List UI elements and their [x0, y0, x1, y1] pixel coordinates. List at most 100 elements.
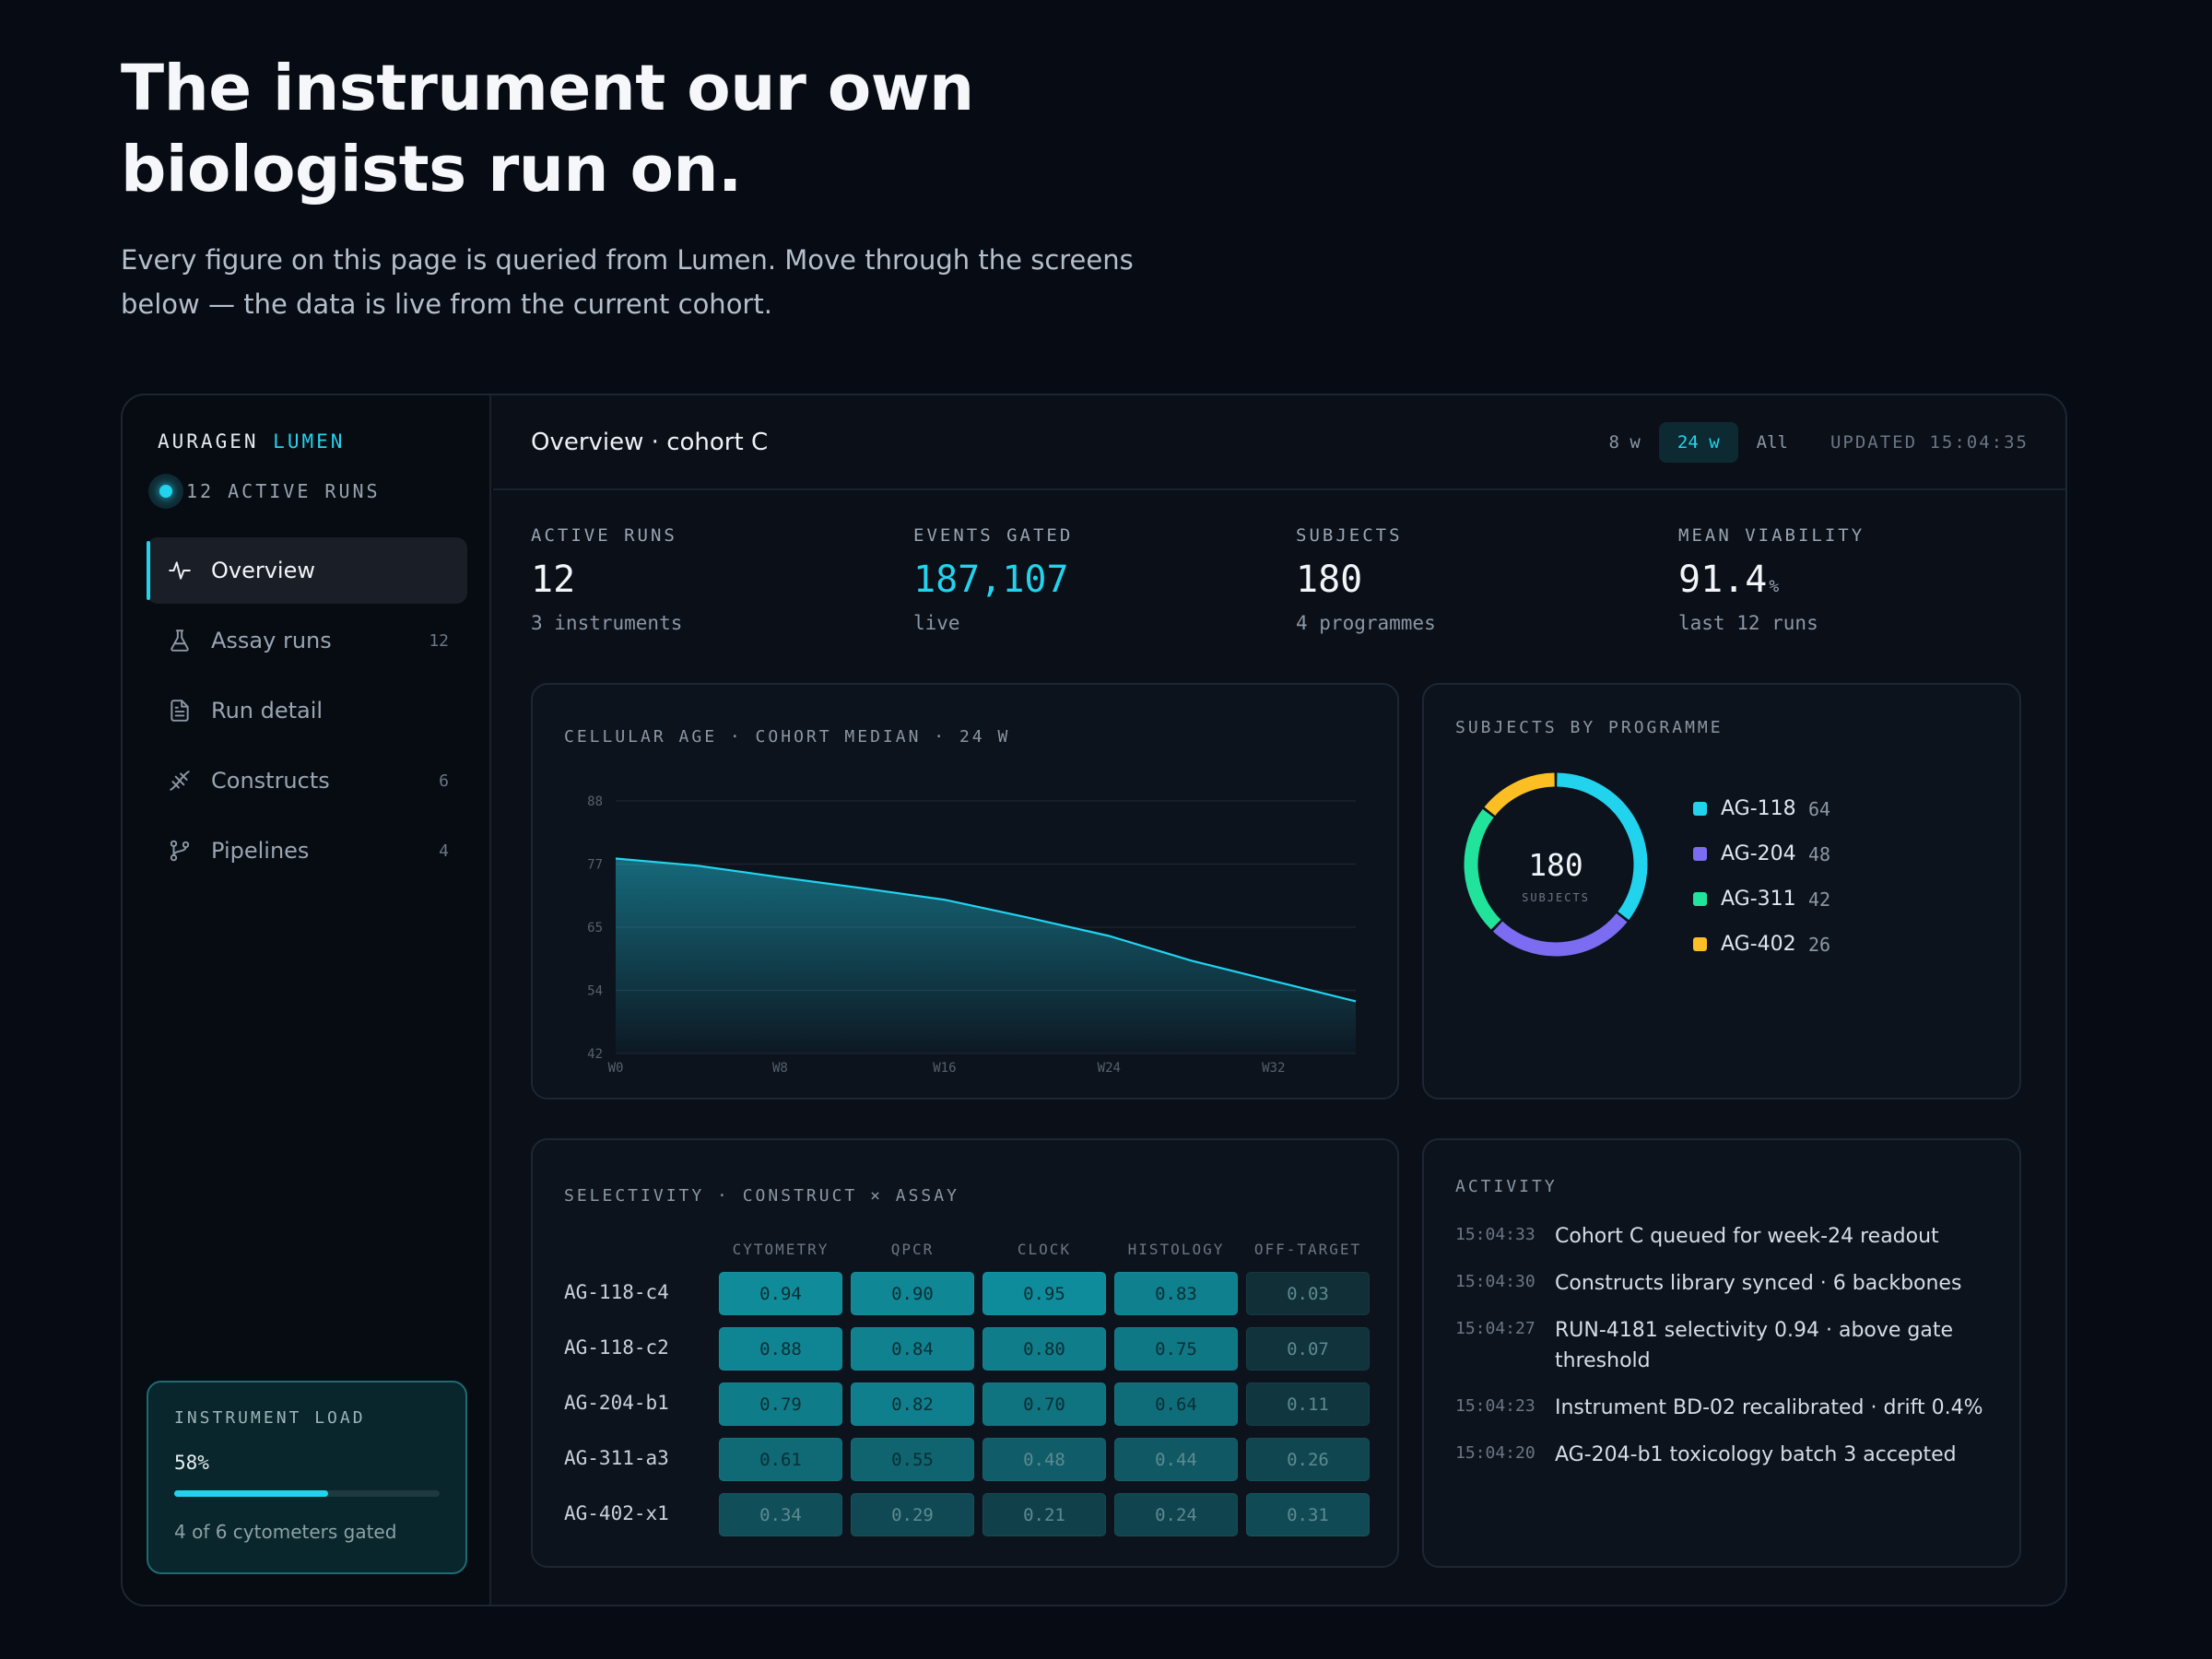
kpi-unit: % — [1769, 577, 1780, 596]
sidebar-nav: Overview Assay runs 12 Run detail — [147, 537, 467, 888]
sidebar-item-label: Pipelines — [211, 838, 310, 864]
subjects-donut-chart: 180 SUBJECTS — [1464, 772, 1648, 957]
heatmap-row-label: AG-311-a3 — [564, 1447, 669, 1469]
series-line — [615, 857, 1357, 1003]
legend-swatch — [1693, 847, 1707, 861]
activity-item: 15:04:20 AG-204-b1 toxicology batch 3 ac… — [1455, 1440, 1992, 1470]
instrument-load-title: INSTRUMENT LOAD — [174, 1408, 366, 1428]
activity-item: 15:04:23 Instrument BD-02 recalibrated ·… — [1455, 1393, 1992, 1423]
legend-name: AG-311 — [1721, 888, 1796, 911]
kpi-value: 180 — [1296, 559, 1665, 601]
heatmap-cell: 0.84 — [851, 1327, 974, 1371]
heatmap-column-header: OFF-TARGET — [1253, 1241, 1362, 1258]
legend-name: AG-402 — [1721, 933, 1796, 956]
heatmap-cell: 0.21 — [982, 1493, 1106, 1536]
kpi-label: ACTIVE RUNS — [531, 525, 677, 546]
sidebar-item-run-detail[interactable]: Run detail — [147, 677, 467, 744]
page-title: Overview · cohort C — [531, 428, 769, 456]
sidebar-item-count: 12 — [429, 630, 449, 651]
heatmap-cell: 0.82 — [851, 1382, 974, 1426]
donut-center-value: 180 — [1528, 847, 1583, 883]
heatmap-cell: 0.94 — [719, 1272, 842, 1315]
sidebar-item-pipelines[interactable]: Pipelines 4 — [147, 818, 467, 884]
kpi-number: 187,107 — [913, 559, 1069, 601]
activity-title: ACTIVITY — [1455, 1177, 1558, 1196]
heatmap-cell: 0.26 — [1246, 1438, 1370, 1481]
heatmap-cell: 0.90 — [851, 1272, 974, 1315]
subjects-by-programme-card: SUBJECTS BY PROGRAMME 180 SUBJECTS AG-118… — [1422, 683, 2021, 1100]
activity-text: Instrument BD-02 recalibrated · drift 0.… — [1555, 1396, 1983, 1419]
y-tick-label: 65 — [587, 921, 603, 935]
sidebar-item-overview[interactable]: Overview — [147, 537, 467, 604]
x-tick-label: W0 — [608, 1061, 624, 1076]
heatmap-cell: 0.44 — [1114, 1438, 1238, 1481]
legend-item: AG-402 26 — [1693, 922, 1830, 967]
heatmap-cell: 0.80 — [982, 1327, 1106, 1371]
kpi-label: MEAN VIABILITY — [1678, 525, 1865, 546]
heatmap-column-header: HISTOLOGY — [1127, 1241, 1225, 1258]
x-tick-label: W24 — [1098, 1061, 1121, 1076]
heatmap-cell: 0.75 — [1114, 1327, 1238, 1371]
area-fill — [616, 858, 1356, 1053]
activity-time: 15:04:30 — [1455, 1272, 1535, 1291]
heatmap-cell: 0.34 — [719, 1493, 842, 1536]
cellular-age-chart: 88 77 65 54 42 W0 W8 W16 W24 W32 — [587, 794, 1357, 1076]
heatmap-column-header: QPCR — [890, 1241, 935, 1258]
sidebar-item-assay-runs[interactable]: Assay runs 12 — [147, 607, 467, 674]
cellular-age-card: CELLULAR AGE · COHORT MEDIAN · 24 W 88 77… — [531, 683, 1399, 1100]
kpi-caption: last 12 runs — [1678, 612, 1818, 634]
legend-value: 26 — [1808, 933, 1831, 956]
instrument-load-caption: 4 of 6 cytometers gated — [174, 1521, 397, 1543]
updated-timestamp: UPDATED 15:04:35 — [1830, 431, 2029, 453]
sidebar-item-label: Overview — [211, 558, 315, 583]
kpi-events-gated: EVENTS GATED 187,107 live — [913, 525, 1282, 634]
range-all-button[interactable]: All — [1756, 431, 1788, 453]
instrument-load-bar — [174, 1490, 440, 1497]
heatmap-cell: 0.29 — [851, 1493, 974, 1536]
legend-value: 64 — [1808, 797, 1831, 820]
legend-name: AG-204 — [1721, 842, 1796, 865]
activity-time: 15:04:33 — [1455, 1225, 1535, 1244]
kpi-subjects: SUBJECTS 180 4 programmes — [1296, 525, 1665, 634]
kpi-value: 187,107 — [913, 559, 1282, 601]
hero-subtitle-line-1: Every figure on this page is queried fro… — [121, 244, 1134, 276]
heatmap-column-header: CYTOMETRY — [732, 1241, 830, 1258]
chart-title: SELECTIVITY · CONSTRUCT × ASSAY — [564, 1186, 959, 1206]
heatmap-row-label: AG-118-c2 — [564, 1336, 669, 1359]
activity-text: RUN-4181 selectivity 0.94 · above gate t… — [1555, 1319, 1954, 1372]
hero-subtitle: Every figure on this page is queried fro… — [121, 238, 1227, 326]
heatmap-cell: 0.83 — [1114, 1272, 1238, 1315]
sidebar-item-count: 4 — [439, 841, 449, 861]
legend-swatch — [1693, 802, 1707, 816]
heatmap-cell: 0.70 — [982, 1382, 1106, 1426]
legend-item: AG-311 42 — [1693, 877, 1830, 922]
instrument-load-card: INSTRUMENT LOAD 58% 4 of 6 cytometers ga… — [147, 1381, 467, 1574]
x-tick-label: W16 — [933, 1061, 956, 1076]
legend-item: AG-118 64 — [1693, 786, 1830, 831]
heatmap-cell: 0.55 — [851, 1438, 974, 1481]
activity-time: 15:04:23 — [1455, 1396, 1535, 1416]
sidebar-item-constructs[interactable]: Constructs 6 — [147, 747, 467, 814]
kpi-label: SUBJECTS — [1296, 525, 1403, 546]
time-range-selector: 8 w 24 w All — [1591, 421, 1806, 463]
brand-product: LUMEN — [273, 430, 346, 453]
kpi-number: 180 — [1296, 559, 1363, 601]
heatmap-row-label: AG-204-b1 — [564, 1392, 669, 1414]
legend-item: AG-204 48 — [1693, 831, 1830, 877]
heatmap-cell: 0.61 — [719, 1438, 842, 1481]
activity-item: 15:04:33 Cohort C queued for week-24 rea… — [1455, 1221, 1992, 1252]
range-24w-button[interactable]: 24 w — [1658, 421, 1738, 463]
branch-icon — [167, 838, 193, 864]
heatmap-cell: 0.24 — [1114, 1493, 1238, 1536]
hero-title-line-2: biologists run on. — [121, 133, 742, 206]
range-8w-button[interactable]: 8 w — [1608, 431, 1641, 453]
donut-slice-ag-204 — [1492, 912, 1628, 957]
app-window: AURAGEN LUMEN 12 ACTIVE RUNS Overview As… — [121, 394, 2067, 1606]
activity-time: 15:04:27 — [1455, 1319, 1535, 1338]
hero-title: The instrument our own biologists run on… — [121, 48, 1135, 210]
sidebar-item-label: Assay runs — [211, 628, 332, 653]
x-tick-label: W8 — [772, 1061, 788, 1076]
heatmap-row-label: AG-118-c4 — [564, 1281, 669, 1303]
sidebar-item-count: 6 — [439, 771, 449, 791]
activity-text: AG-204-b1 toxicology batch 3 accepted — [1555, 1443, 1957, 1466]
